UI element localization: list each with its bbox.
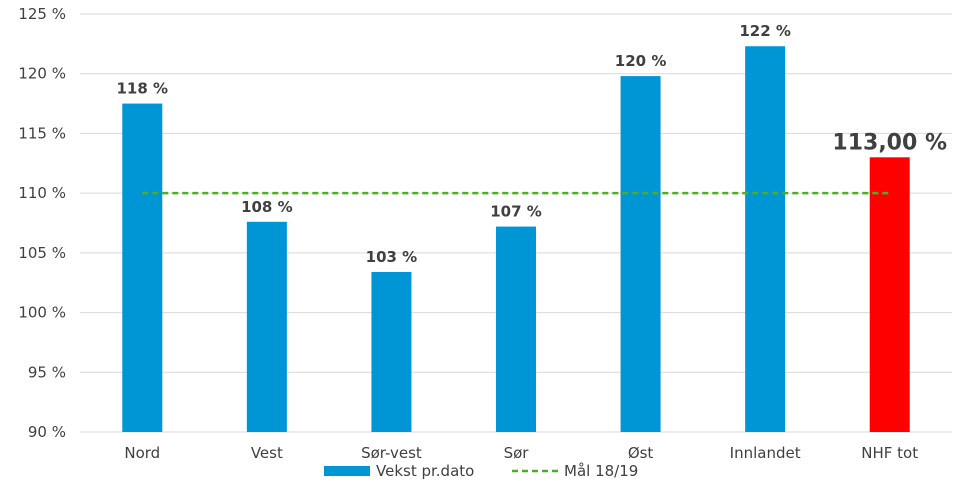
y-tick-label: 125 %	[18, 5, 66, 23]
y-axis-tick-labels: 90 % 95 % 100 % 105 % 110 % 115 % 120 % 125 %	[18, 5, 66, 441]
x-axis-category-labels: Nord Vest Sør-vest Sør Øst Innlandet NHF tot	[124, 444, 918, 462]
x-category-label: Sør	[504, 444, 530, 462]
y-tick-label: 120 %	[18, 65, 66, 83]
data-label: 118 %	[117, 80, 169, 98]
data-label: 120 %	[615, 52, 667, 70]
x-category-label: Nord	[124, 444, 160, 462]
bars	[122, 46, 910, 433]
y-tick-label: 100 %	[18, 304, 66, 322]
x-category-label: Vest	[251, 444, 283, 462]
data-label: 108 %	[241, 198, 293, 216]
bar-s-r	[496, 226, 536, 432]
y-tick-label: 115 %	[18, 124, 66, 142]
legend: Vekst pr.dato Mål 18/19	[324, 462, 638, 480]
legend-swatch-bar	[324, 466, 370, 476]
legend-label-bar: Vekst pr.dato	[376, 462, 474, 480]
data-label: 113,00 %	[832, 130, 947, 155]
y-tick-label: 95 %	[28, 363, 66, 381]
bar-vest	[246, 221, 287, 432]
y-tick-label: 90 %	[28, 423, 66, 441]
data-label: 107 %	[490, 203, 542, 221]
data-label: 103 %	[366, 248, 418, 266]
bar-s-r-vest	[371, 271, 412, 432]
x-category-label: NHF tot	[861, 444, 918, 462]
data-label: 122 %	[739, 22, 791, 40]
x-category-label: Innlandet	[730, 444, 801, 462]
data-labels: 118 % 108 % 103 % 107 % 120 % 122 % 113,00 %	[117, 22, 948, 266]
bar-innlandet	[745, 46, 786, 432]
bar-nhf-tot	[869, 157, 910, 433]
legend-label-line: Mål 18/19	[564, 462, 638, 480]
y-tick-label: 105 %	[18, 244, 66, 262]
x-category-label: Sør-vest	[361, 444, 422, 462]
y-tick-label: 110 %	[18, 184, 66, 202]
bar-nord	[122, 103, 163, 433]
x-category-label: Øst	[628, 444, 654, 462]
bar--st	[620, 76, 661, 433]
